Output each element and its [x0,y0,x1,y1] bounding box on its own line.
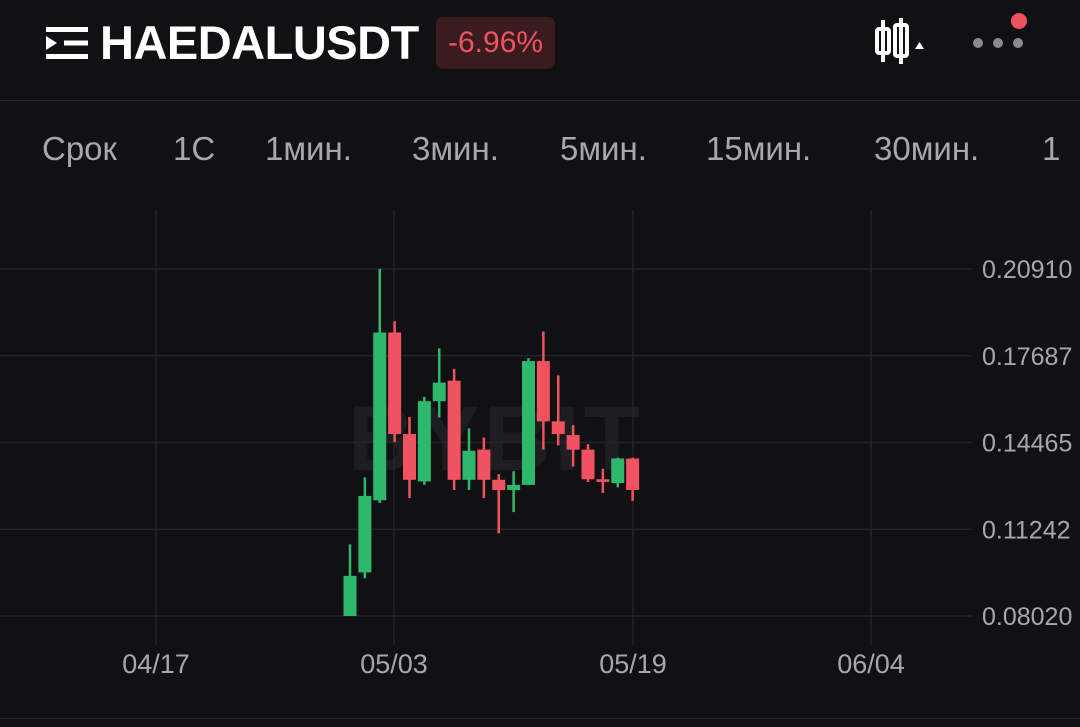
candle-body [343,575,357,616]
candle-body [388,332,402,435]
tab-1s[interactable]: 1С [173,130,216,167]
candle-body [566,435,580,450]
y-tick-label: 0.11242 [982,516,1071,544]
candle-body [447,380,461,480]
y-tick-label: 0.20910 [982,256,1072,284]
candle-body [581,449,595,480]
x-tick-label: 04/17 [122,649,190,679]
x-tick-label: 05/03 [360,649,428,679]
price-change-badge: -6.96% [436,17,556,69]
x-tick-label: 05/19 [599,649,667,679]
x-tick-label: 06/04 [837,649,905,679]
tab-term[interactable]: Срок [42,130,117,167]
candle-body [432,382,446,402]
candle-body [492,479,506,491]
candle-body [536,361,550,422]
candle-body [417,401,431,482]
candle-body [611,458,625,484]
candle-body [551,421,565,435]
candle-body [507,484,521,491]
candle-body [626,458,640,491]
interval-tabs: Срок 1С 1мин. 3мин. 5мин. 15мин. 30мин. … [0,100,1080,202]
more-options-icon[interactable] [966,12,1032,68]
candle-body [373,332,387,501]
candle-body [596,479,610,482]
tab-1h-partial[interactable]: 1 [1042,130,1061,167]
trading-pair-symbol[interactable]: HAEDALUSDT [100,16,419,69]
notification-dot [1011,13,1027,29]
candle-body [462,450,476,480]
y-tick-label: 0.14465 [982,430,1072,458]
candlestick-chart-icon[interactable] [874,16,928,66]
header-bar: HAEDALUSDT -6.96% [0,0,1080,101]
tab-1min[interactable]: 1мин. [265,130,352,167]
tab-15min[interactable]: 15мин. [706,130,812,167]
candle-body [477,449,491,480]
candle-body [358,495,372,573]
tab-3min[interactable]: 3мин. [412,130,499,167]
divider [0,718,1080,719]
menu-icon[interactable] [46,25,88,61]
y-tick-label: 0.08020 [982,603,1072,631]
tab-5min[interactable]: 5мин. [560,130,647,167]
y-tick-label: 0.17687 [982,343,1072,371]
candle-body [403,434,416,480]
tab-30min[interactable]: 30мин. [874,130,980,167]
candlestick-chart[interactable]: BYBIT0.209100.176870.144650.112420.08020… [0,205,1080,705]
candle-body [522,361,535,485]
